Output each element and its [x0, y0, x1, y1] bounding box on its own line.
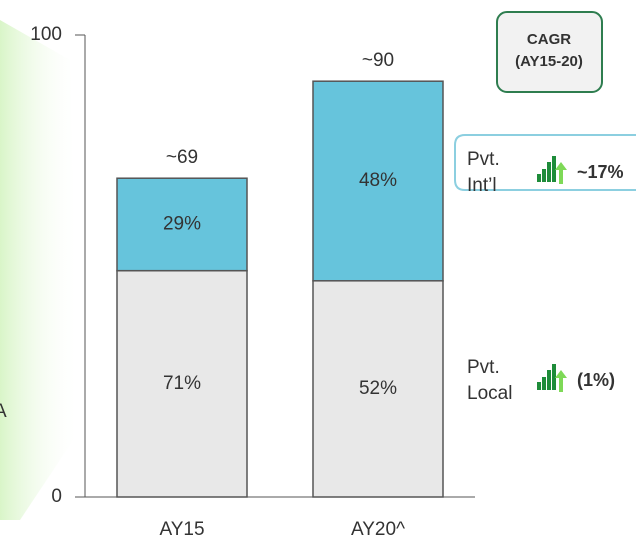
series-name: Int’l — [467, 175, 497, 196]
bar-segment — [116, 177, 248, 272]
series-name: Pvt. — [467, 357, 500, 378]
intl-box — [454, 134, 636, 191]
bar-segment — [312, 80, 444, 282]
segment-label: 71% — [163, 373, 201, 394]
segment-label: 29% — [163, 213, 201, 234]
x-tick-label: AY15 — [159, 519, 204, 540]
cagr-title: CAGR — [527, 31, 571, 48]
icon-bar — [547, 370, 551, 390]
segment-label: 52% — [359, 378, 397, 399]
cagr-title: (AY15-20) — [515, 53, 583, 70]
total-label: ~69 — [166, 147, 198, 168]
side-decoration — [0, 20, 80, 520]
bar-segment — [312, 280, 444, 498]
y-tick-label: 0 — [51, 486, 62, 507]
segment-label: 48% — [359, 170, 397, 191]
cagr-box — [496, 11, 603, 93]
series-name: Local — [467, 383, 512, 404]
icon-bar — [542, 377, 546, 390]
icon-arrow — [555, 162, 567, 184]
icon-bar — [552, 156, 556, 182]
icon-bar — [542, 169, 546, 182]
y-tick-label: 100 — [30, 24, 62, 45]
icon-bar — [547, 162, 551, 182]
side-label: A — [0, 401, 7, 422]
total-label: ~90 — [362, 50, 394, 71]
bar-segment — [116, 269, 248, 498]
series-name: Pvt. — [467, 149, 500, 170]
icon-bar — [537, 382, 541, 390]
icon-bar — [552, 364, 556, 390]
cagr-value: (1%) — [577, 370, 615, 390]
icon-bar — [537, 174, 541, 182]
icon-arrow — [555, 370, 567, 392]
cagr-value: ~17% — [577, 162, 624, 182]
x-tick-label: AY20^ — [351, 519, 405, 540]
